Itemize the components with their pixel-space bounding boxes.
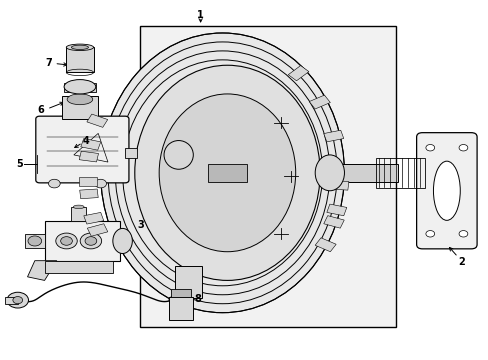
Bar [64, 83, 95, 92]
Bar [140, 26, 395, 327]
Bar [326, 204, 346, 216]
Bar [87, 224, 107, 236]
Circle shape [95, 179, 106, 188]
Text: 2: 2 [457, 257, 464, 267]
Ellipse shape [163, 140, 193, 169]
FancyBboxPatch shape [36, 116, 129, 183]
Bar [79, 151, 98, 162]
Text: 4: 4 [82, 136, 89, 145]
Bar [308, 95, 330, 109]
Ellipse shape [71, 45, 88, 49]
Circle shape [7, 292, 28, 308]
Bar [168, 297, 193, 320]
Circle shape [61, 237, 72, 245]
Ellipse shape [315, 155, 344, 191]
Bar [171, 289, 190, 297]
Bar [79, 177, 97, 186]
Text: 1: 1 [197, 10, 203, 20]
Bar [207, 164, 246, 182]
Bar [80, 189, 98, 199]
Bar [168, 297, 181, 303]
Bar [330, 180, 348, 190]
Circle shape [425, 230, 434, 237]
Bar [287, 66, 308, 81]
Text: 6: 6 [37, 105, 44, 115]
Bar [339, 164, 397, 182]
Circle shape [85, 237, 97, 245]
Ellipse shape [66, 44, 93, 50]
Ellipse shape [135, 65, 320, 280]
Circle shape [56, 233, 77, 249]
Bar [81, 139, 101, 150]
Text: 5: 5 [16, 159, 22, 169]
Circle shape [458, 144, 467, 151]
Circle shape [458, 230, 467, 237]
Polygon shape [27, 261, 57, 280]
Ellipse shape [432, 161, 459, 220]
Bar [375, 158, 424, 188]
Text: 3: 3 [138, 220, 144, 230]
Ellipse shape [73, 205, 84, 209]
Bar [174, 266, 202, 298]
Circle shape [48, 179, 60, 188]
Bar [4, 297, 18, 304]
Bar [44, 261, 113, 273]
Text: 8: 8 [194, 294, 201, 304]
Bar [66, 47, 93, 72]
Bar [323, 130, 343, 142]
Bar [323, 216, 344, 228]
Bar [61, 96, 98, 119]
Ellipse shape [64, 80, 96, 94]
Circle shape [425, 144, 434, 151]
Circle shape [80, 233, 102, 249]
Circle shape [28, 236, 41, 246]
Bar [83, 212, 103, 224]
Circle shape [168, 296, 180, 305]
Ellipse shape [113, 228, 132, 253]
Ellipse shape [159, 94, 295, 252]
Bar [44, 221, 120, 261]
Bar [71, 207, 86, 221]
FancyBboxPatch shape [416, 133, 476, 249]
Bar [314, 238, 335, 252]
Ellipse shape [67, 94, 93, 105]
Bar [25, 234, 44, 248]
Ellipse shape [101, 33, 344, 313]
Bar [125, 148, 137, 158]
Circle shape [13, 297, 22, 304]
Bar [87, 114, 107, 127]
Text: 7: 7 [45, 58, 52, 68]
